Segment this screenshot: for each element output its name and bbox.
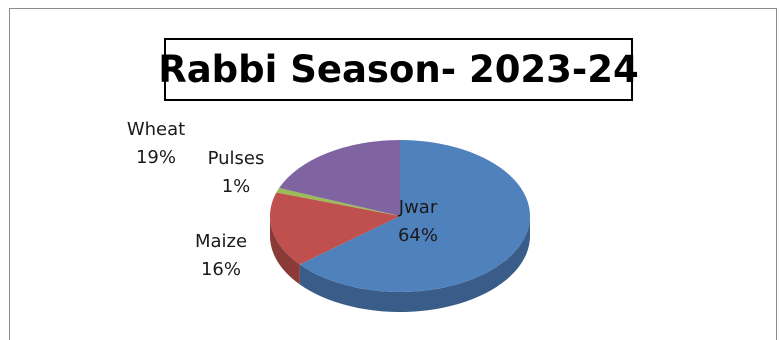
data-label-wheat-pct: 19% (135, 147, 176, 168)
data-label-wheat-name: Wheat (126, 119, 186, 140)
pie-sides (270, 216, 530, 312)
pie-slice-pulses (276, 188, 400, 216)
data-label-pulses-pct: 1% (221, 176, 251, 197)
data-label-jwar-pct: 64% (397, 225, 438, 246)
pie-slice-wheat (279, 140, 400, 216)
chart-title: Rabbi Season- 2023-24 (158, 38, 639, 101)
data-label-maize-name: Maize (194, 231, 248, 252)
pie-side-maize (270, 216, 300, 285)
data-label-pulses-name: Pulses (207, 148, 265, 169)
pie-slice-jwar (299, 140, 531, 292)
data-label-maize: Maize 16% (181, 228, 261, 284)
pie-side-jwar (299, 216, 530, 312)
data-label-wheat: Wheat 19% (116, 116, 196, 172)
data-label-jwar-name: Jwar (398, 197, 438, 218)
pie-slice-maize (269, 192, 400, 265)
data-label-maize-pct: 16% (200, 259, 241, 280)
pie-tops (269, 140, 531, 292)
data-label-jwar: Jwar 64% (378, 194, 458, 250)
data-label-pulses: Pulses 1% (196, 145, 276, 201)
